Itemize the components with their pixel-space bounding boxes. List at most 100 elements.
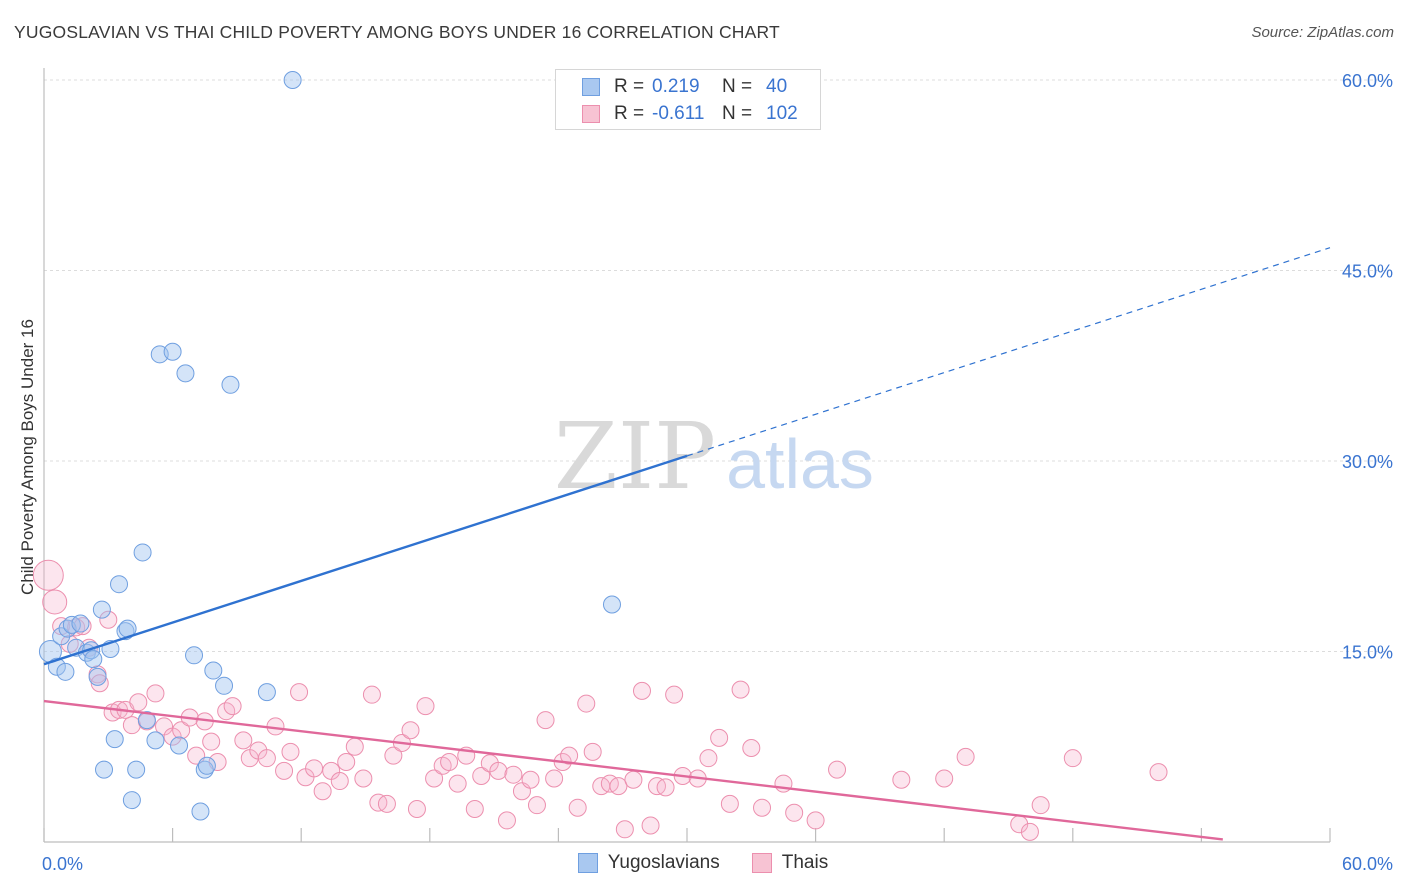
thais-point bbox=[337, 752, 356, 771]
thais-point bbox=[497, 811, 516, 830]
thais-point bbox=[536, 711, 555, 730]
yugoslavians-point bbox=[257, 683, 276, 702]
yugoslavians-point bbox=[92, 600, 111, 619]
series-swatch-pink bbox=[751, 853, 772, 873]
thais-point bbox=[720, 794, 739, 813]
thais-point bbox=[313, 782, 332, 801]
yugoslavians-point bbox=[137, 711, 156, 730]
thais-point bbox=[472, 766, 491, 785]
legend-row-thais: R = -0.611 N = 102 bbox=[582, 102, 798, 126]
yugoslavians-point bbox=[127, 760, 146, 779]
thais-point bbox=[42, 589, 68, 615]
thais-point bbox=[234, 731, 253, 750]
yugoslavians-points bbox=[38, 71, 621, 821]
series-legend: Yugoslavians Thais bbox=[0, 852, 1406, 874]
thais-point bbox=[465, 799, 484, 818]
thais-point bbox=[384, 746, 403, 765]
y-tick-label: 45.0% bbox=[1342, 262, 1393, 282]
trend-lines bbox=[43, 247, 1331, 841]
yugoslavians-point bbox=[283, 71, 302, 89]
thais-point bbox=[699, 749, 718, 768]
thais-point bbox=[504, 765, 523, 784]
thais-point bbox=[122, 716, 141, 735]
legend-swatch-blue bbox=[582, 78, 600, 96]
yugoslavians-point bbox=[88, 667, 107, 686]
thais-point bbox=[146, 684, 165, 703]
thais-point bbox=[731, 680, 750, 699]
legend-r-value: 0.219 bbox=[652, 76, 700, 97]
legend-swatch-pink bbox=[582, 105, 600, 123]
thais-point bbox=[172, 721, 191, 740]
yugoslavians-point bbox=[191, 802, 210, 821]
thais-point bbox=[354, 769, 373, 788]
watermark-atlas: atlas bbox=[726, 425, 874, 503]
legend-r-label: R = bbox=[614, 76, 645, 97]
thais-point bbox=[583, 742, 602, 761]
thais-point bbox=[362, 685, 381, 704]
yugoslavians-point bbox=[82, 641, 101, 660]
yugoslavians-point bbox=[95, 760, 114, 779]
thais-point bbox=[632, 681, 651, 700]
yugoslavians-point bbox=[204, 661, 223, 680]
thais-point bbox=[290, 683, 309, 702]
thais-point bbox=[281, 742, 300, 761]
thais-point bbox=[1149, 763, 1168, 782]
thais-point bbox=[448, 774, 467, 793]
thais-point bbox=[568, 798, 587, 817]
thais-points bbox=[32, 559, 1168, 841]
thais-point bbox=[615, 820, 634, 839]
series-legend-thais: Thais bbox=[751, 852, 829, 874]
thais-point bbox=[577, 694, 596, 713]
thais-point bbox=[956, 747, 975, 766]
thais-point bbox=[32, 559, 64, 591]
thais-point bbox=[806, 811, 825, 830]
thais-point bbox=[710, 728, 729, 747]
thais-point bbox=[892, 770, 911, 789]
thais-point bbox=[545, 769, 564, 788]
series-legend-yugoslavians: Yugoslavians bbox=[577, 852, 720, 874]
legend-row-yugoslavians: R = 0.219 N = 40 bbox=[582, 75, 787, 99]
thais-point bbox=[202, 732, 221, 751]
yugoslavians-point bbox=[602, 595, 621, 614]
thais-point bbox=[785, 803, 804, 822]
thais-point bbox=[527, 796, 546, 815]
thais-point bbox=[407, 799, 426, 818]
thais-point bbox=[560, 746, 579, 765]
y-tick-label: 15.0% bbox=[1342, 643, 1393, 663]
thais-point bbox=[656, 778, 675, 797]
legend-r-value: -0.611 bbox=[652, 103, 705, 124]
yugoslavians-point bbox=[215, 676, 234, 695]
thais-point bbox=[345, 737, 364, 756]
yugoslavians-point bbox=[163, 342, 182, 361]
y-tick-label: 60.0% bbox=[1342, 71, 1393, 91]
correlation-legend: R = 0.219 N = 40 R = -0.611 N = 102 bbox=[555, 69, 821, 130]
yugoslavians-point bbox=[122, 791, 141, 810]
legend-n-label: N = bbox=[722, 103, 753, 124]
thais-point bbox=[624, 770, 643, 789]
thais-point bbox=[1031, 796, 1050, 815]
watermark-zip: ZIP bbox=[554, 403, 716, 510]
legend-r-label: R = bbox=[614, 103, 645, 124]
thais-point bbox=[305, 759, 324, 778]
series-swatch-blue bbox=[577, 853, 598, 873]
yugoslavians-trend-line bbox=[43, 454, 688, 666]
thais-point bbox=[609, 777, 628, 796]
yugoslavians-point bbox=[105, 730, 124, 749]
yugoslavians-point bbox=[52, 627, 71, 646]
yugoslavians-point bbox=[146, 731, 165, 750]
thais-trend-line bbox=[43, 699, 1223, 841]
thais-point bbox=[275, 761, 294, 780]
yugoslavians-point bbox=[197, 756, 216, 775]
yugoslavians-point bbox=[110, 575, 129, 594]
legend-n-value: 102 bbox=[766, 103, 798, 124]
yugoslavians-point bbox=[56, 662, 75, 681]
thais-point bbox=[330, 772, 349, 791]
thais-point bbox=[223, 697, 242, 716]
series-label-thais: Thais bbox=[781, 852, 829, 873]
y-axis-label: Child Poverty Among Boys Under 16 bbox=[18, 319, 37, 595]
legend-n-label: N = bbox=[722, 76, 753, 97]
thais-point bbox=[828, 760, 847, 779]
legend-n-value: 40 bbox=[766, 76, 788, 97]
x-tick-label: 0.0% bbox=[42, 854, 83, 874]
